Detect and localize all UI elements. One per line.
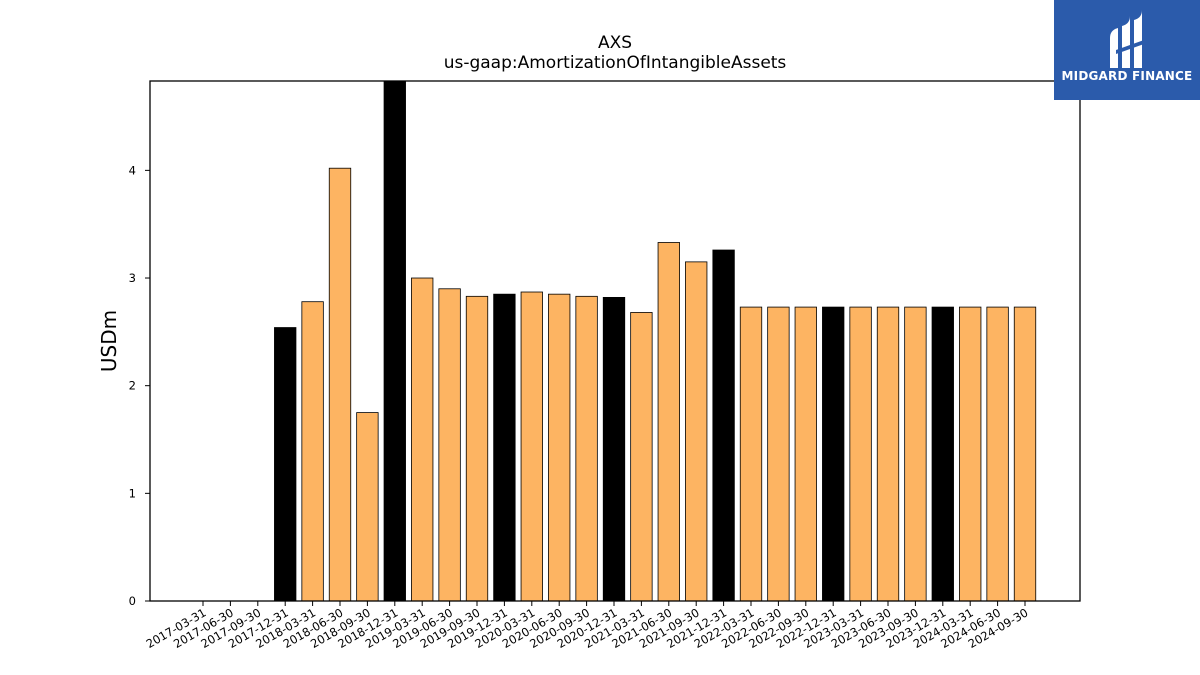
midgard-logo-icon: [1110, 10, 1144, 68]
plot-frame: [149, 80, 1081, 602]
y-tick-label: 3: [129, 271, 136, 285]
bar-2021-06-30: [657, 242, 680, 602]
chart-subtitle: us-gaap:AmortizationOfIntangibleAssets: [444, 53, 787, 73]
bar-2023-06-30: [876, 306, 900, 602]
bar-2021-12-31: [712, 249, 735, 602]
logo-text: MIDGARD FINANCE: [1061, 69, 1193, 83]
midgard-finance-logo: MIDGARD FINANCE: [1054, 0, 1200, 100]
bar-2020-06-30: [548, 293, 571, 602]
bar-2022-06-30: [767, 306, 790, 602]
bar-2024-03-31: [959, 306, 982, 602]
bar-2022-09-30: [794, 306, 817, 602]
y-tick-label: 1: [129, 486, 136, 500]
y-axis-label: USDm: [97, 310, 121, 372]
y-tick-label: 2: [129, 379, 136, 393]
bar-2019-09-30: [465, 295, 489, 602]
y-tick-label: 0: [129, 594, 136, 608]
bar-2022-12-31: [822, 306, 845, 602]
bar-2022-03-31: [739, 306, 763, 602]
bar-2018-09-30: [356, 412, 379, 602]
bar-2023-12-31: [931, 306, 954, 602]
bar-2023-03-31: [849, 306, 872, 602]
bar-2020-12-31: [602, 296, 626, 602]
bar-2018-06-30: [328, 167, 352, 602]
bar-2021-03-31: [630, 312, 653, 602]
y-tick-label: 4: [129, 163, 136, 177]
chart-title: AXS: [598, 33, 632, 53]
bar-2024-09-30: [1013, 306, 1037, 602]
bar-2019-06-30: [438, 288, 461, 602]
bar-2020-09-30: [575, 295, 598, 602]
bars-group: [274, 80, 1037, 602]
bar-2019-03-31: [411, 277, 434, 602]
bar-2017-12-31: [274, 327, 297, 602]
bar-2020-03-31: [520, 291, 543, 602]
axes-group: 2017-03-312017-06-302017-09-302017-12-31…: [129, 80, 1081, 651]
bar-2024-06-30: [986, 306, 1009, 602]
bar-2018-12-31: [383, 80, 406, 602]
bar-2018-03-31: [301, 301, 324, 602]
bar-2023-09-30: [904, 306, 927, 602]
bar-2021-09-30: [685, 261, 708, 602]
bar-2019-12-31: [493, 293, 516, 602]
